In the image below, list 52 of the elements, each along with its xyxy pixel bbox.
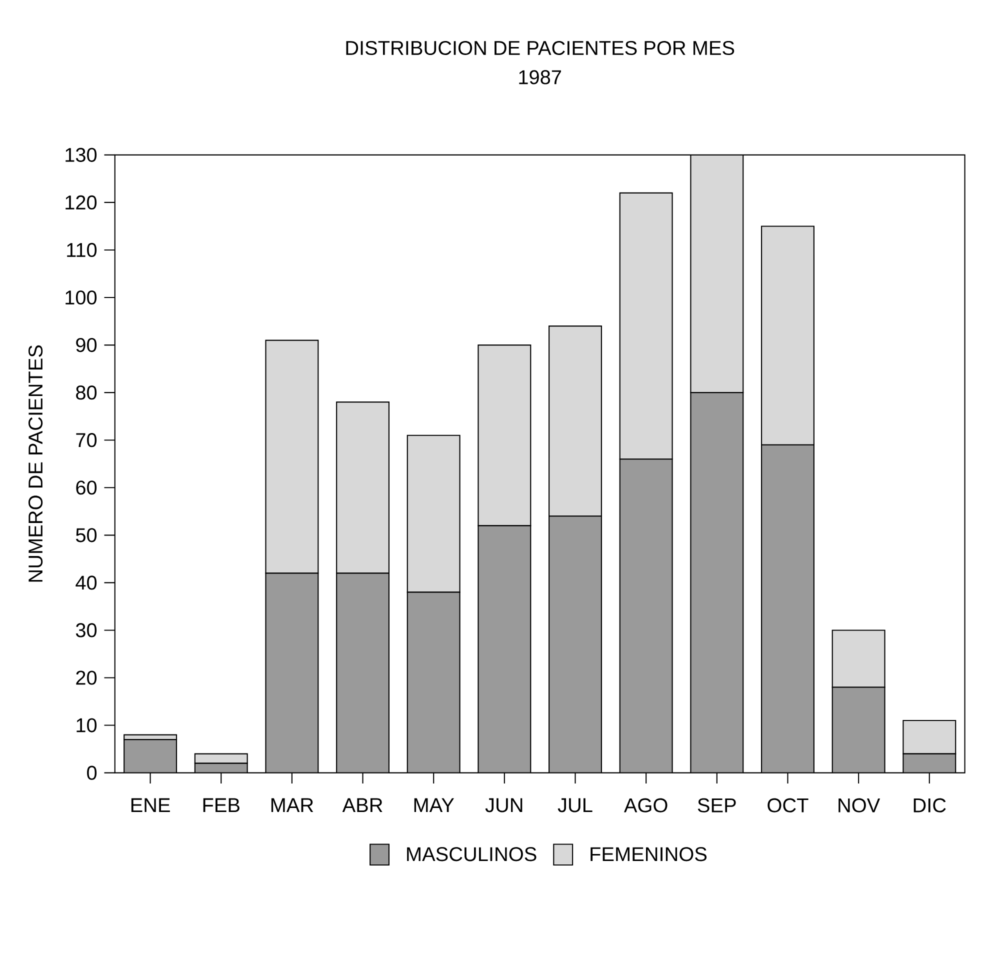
x-tick-label: OCT	[768, 798, 808, 812]
bar	[619, 192, 673, 460]
bar	[832, 630, 886, 688]
y-axis-title: NUMERO DE PACIENTES	[28, 345, 43, 582]
chart-title: DISTRIBUCION DE PACIENTES POR MES	[346, 41, 734, 56]
bar	[620, 459, 672, 773]
bar	[407, 592, 460, 773]
bar	[265, 340, 319, 574]
y-tick-label: 50	[76, 528, 97, 542]
y-tick-label: 130	[66, 148, 97, 162]
bar	[336, 402, 390, 574]
y-tick-label: 110	[67, 243, 97, 258]
x-tick-label: AGO	[624, 798, 668, 812]
x-tick-label: SEP	[698, 798, 736, 812]
y-tick-label: 20	[76, 670, 97, 685]
x-tick-label: MAY	[414, 798, 454, 812]
x-tick-label: ENE	[131, 798, 170, 812]
y-tick-label: 120	[66, 195, 97, 210]
x-tick-label: JUN	[485, 798, 522, 812]
y-tick-label: 100	[66, 290, 97, 305]
bar	[548, 326, 602, 517]
y-tick-label: 70	[76, 433, 97, 448]
bar	[762, 444, 814, 773]
chart-subtitle: 1987	[519, 70, 561, 84]
y-tick-label: 40	[76, 576, 97, 590]
legend-label: MASCULINOS	[407, 847, 536, 862]
bar	[406, 434, 460, 593]
bar	[902, 720, 956, 754]
x-tick-label: ABR	[342, 798, 382, 812]
bar	[266, 573, 318, 773]
bar	[124, 740, 177, 773]
y-tick-label: 60	[76, 480, 97, 495]
bar	[478, 526, 531, 773]
bar	[690, 392, 744, 773]
bar	[336, 573, 389, 773]
bar	[690, 155, 744, 394]
x-tick-label: NOV	[838, 798, 880, 812]
y-tick-label: 30	[76, 623, 97, 638]
y-tick-label: 10	[76, 718, 97, 732]
bar	[902, 753, 956, 773]
bar	[760, 226, 814, 446]
x-tick-label: JUL	[558, 798, 592, 812]
x-tick-label: FEB	[203, 798, 240, 812]
bar	[549, 516, 602, 773]
bar	[832, 687, 885, 773]
y-tick-label: 90	[76, 338, 97, 352]
x-tick-label: MAR	[271, 798, 314, 812]
legend-label: FEMENINOS	[590, 847, 707, 862]
x-tick-label: DIC	[914, 798, 946, 812]
bar	[478, 344, 532, 526]
y-tick-label: 0	[87, 766, 97, 780]
y-tick-label: 80	[76, 386, 97, 400]
